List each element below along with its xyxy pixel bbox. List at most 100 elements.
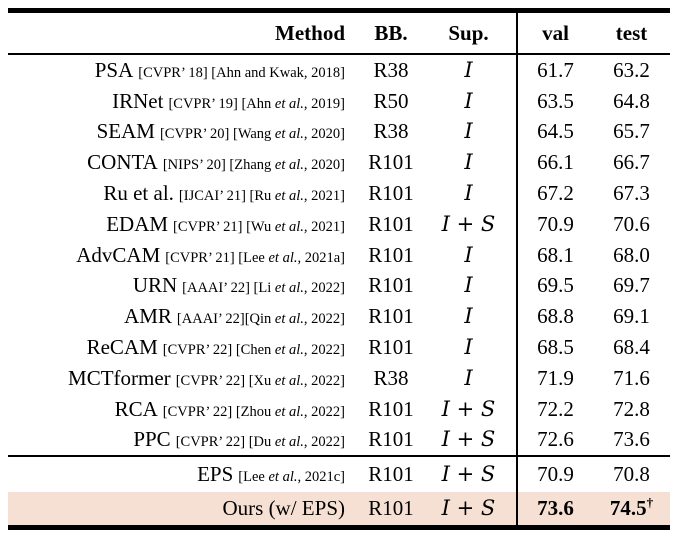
citation: [CVPR’ 21] [Lee et al., 2021a] xyxy=(165,250,345,266)
supervision-cell: I xyxy=(464,88,473,113)
test-score-cell: 70.8 xyxy=(593,455,670,493)
val-score-cell: 67.2 xyxy=(516,178,593,209)
citation-post: , 2021c] xyxy=(297,469,345,486)
method-name: URN xyxy=(132,273,178,298)
citation: [CVPR’ 22] [Du et al., 2022] xyxy=(176,434,345,450)
method-cell: EDAM [CVPR’ 21] [Wu et al., 2021] xyxy=(8,209,345,240)
method-name: SEAM xyxy=(96,119,155,144)
column-header-val: val xyxy=(516,10,593,55)
citation-pre: [CVPR’ 21] [Wu xyxy=(173,218,275,235)
citation: [IJCAI’ 21] [Ru et al., 2021] xyxy=(179,188,345,204)
table-row-mctformer: MCTformer [CVPR’ 22] [Xu et al., 2022] R3… xyxy=(8,362,670,394)
backbone-cell: R101 xyxy=(368,396,414,421)
citation-etal: et al. xyxy=(274,126,304,143)
method-cell: ReCAM [CVPR’ 22] [Chen et al., 2022] xyxy=(8,332,345,363)
method-name: IRNet xyxy=(112,88,164,113)
method-cell: Ru et al. [IJCAI’ 21] [Ru et al., 2021] xyxy=(8,178,345,209)
backbone-cell: R101 xyxy=(345,455,437,493)
citation-etal: et al. xyxy=(274,95,304,112)
backbone-cell: R50 xyxy=(373,88,409,113)
method-cell: CONTA [NIPS’ 20] [Zhang et al., 2020] xyxy=(8,147,345,178)
method-cell: EPS [Lee et al., 2021c] xyxy=(8,455,345,493)
header-row: Method BB. Sup. val test xyxy=(8,10,670,55)
method-cell: PSA [CVPR’ 18] [Ahn and Kwak, 2018] xyxy=(8,54,345,86)
table-row-conta: CONTA [NIPS’ 20] [Zhang et al., 2020] R10… xyxy=(8,147,670,179)
supervision-cell: I xyxy=(464,57,473,82)
citation: [CVPR’ 22] [Zhou et al., 2022] xyxy=(163,404,345,420)
citation-post: , 2020] xyxy=(303,126,345,143)
method-name: Ours (w/ EPS) xyxy=(222,496,345,521)
supervision-cell: I xyxy=(464,150,473,175)
citation-etal: et al. xyxy=(274,342,304,359)
method-name: AdvCAM xyxy=(76,242,161,267)
table-row-ppc: PPC [CVPR’ 22] [Du et al., 2022] R101 I +… xyxy=(8,424,670,457)
backbone-cell: R101 xyxy=(368,242,414,267)
citation: [CVPR’ 21] [Wu et al., 2021] xyxy=(173,219,345,235)
citation-post: , 2022] xyxy=(303,403,345,420)
supervision-cell: I + S xyxy=(441,427,496,452)
column-header-bb: BB. xyxy=(345,10,437,55)
test-score-cell: 70.6 xyxy=(613,211,650,236)
citation: [AAAI’ 22][Qin et al., 2022] xyxy=(177,311,345,327)
supervision-cell: I + S xyxy=(437,455,517,493)
method-cell: RCA [CVPR’ 22] [Zhou et al., 2022] xyxy=(8,394,345,425)
supervision-cell: I + S xyxy=(441,496,496,521)
backbone-cell: R101 xyxy=(368,427,414,452)
citation-pre: [AAAI’ 22][Qin xyxy=(176,311,275,328)
column-header-method: Method xyxy=(8,10,345,55)
val-score-cell: 61.7 xyxy=(516,54,593,86)
method-name: CONTA xyxy=(87,150,158,175)
citation-etal: et al. xyxy=(274,434,304,451)
citation-etal: et al. xyxy=(274,188,304,205)
val-score-cell: 72.2 xyxy=(516,393,593,425)
table-row-seam: SEAM [CVPR’ 20] [Wang et al., 2020] R38 I… xyxy=(8,116,670,148)
supervision-cell: I xyxy=(464,119,473,144)
citation-post: , 2022] xyxy=(303,311,345,328)
table-row-ours-highlighted: Ours (w/ EPS) R101 I + S 73.6 74.5† xyxy=(8,492,670,528)
backbone-cell: R101 xyxy=(368,335,414,360)
method-name: ReCAM xyxy=(86,335,158,360)
val-score-cell: 68.1 xyxy=(516,239,593,271)
table-row-ru-et-al: Ru et al. [IJCAI’ 21] [Ru et al., 2021] R… xyxy=(8,178,670,209)
supervision-cell: I xyxy=(464,242,473,267)
method-name: RCA xyxy=(114,396,158,421)
table-row-psa: PSA [CVPR’ 18] [Ahn and Kwak, 2018] R38 I… xyxy=(8,54,670,86)
test-score-cell: 72.8 xyxy=(613,396,650,421)
method-name: MCTformer xyxy=(68,365,171,390)
table-row-eps: EPS [Lee et al., 2021c] R101 I + S 70.9 7… xyxy=(8,455,670,493)
test-score-cell: 68.0 xyxy=(613,242,650,267)
table-row-recam: ReCAM [CVPR’ 22] [Chen et al., 2022] R101… xyxy=(8,332,670,363)
citation: [CVPR’ 22] [Chen et al., 2022] xyxy=(163,342,345,358)
citation-post: , 2021] xyxy=(303,188,345,205)
citation-post: , 2021a] xyxy=(297,249,345,266)
val-score-cell: 72.6 xyxy=(516,424,593,457)
citation-etal: et al. xyxy=(274,311,304,328)
val-score-cell: 64.5 xyxy=(516,116,593,148)
citation: [Lee et al., 2021c] xyxy=(238,469,345,485)
backbone-cell: R101 xyxy=(368,150,414,175)
citation-pre: [CVPR’ 22] [Zhou xyxy=(162,403,275,420)
citation-etal: et al. xyxy=(268,249,298,266)
method-name: Ru et al. xyxy=(103,181,174,206)
citation: [CVPR’ 18] [Ahn and Kwak, 2018] xyxy=(138,65,345,81)
citation-pre: [Lee xyxy=(238,469,269,486)
val-score-cell: 68.5 xyxy=(516,332,593,363)
test-score-cell: 68.4 xyxy=(613,335,650,360)
val-score-cell: 71.9 xyxy=(516,362,593,394)
supervision-cell: I + S xyxy=(441,396,496,421)
supervision-cell: I xyxy=(464,335,473,360)
test-score-cell: 67.3 xyxy=(613,181,650,206)
val-score-cell: 66.1 xyxy=(516,147,593,179)
citation-pre: [NIPS’ 20] [Zhang xyxy=(162,157,275,174)
method-cell: URN [AAAI’ 22] [Li et al., 2022] xyxy=(8,271,345,302)
test-score-cell: 74.5† xyxy=(593,492,670,528)
method-cell: MCTformer [CVPR’ 22] [Xu et al., 2022] xyxy=(8,363,345,394)
table-row-rca: RCA [CVPR’ 22] [Zhou et al., 2022] R101 I… xyxy=(8,393,670,425)
citation-pre: [IJCAI’ 21] [Ru xyxy=(178,188,275,205)
backbone-cell: R38 xyxy=(373,119,409,144)
test-value: 74.5 xyxy=(609,496,647,521)
citation-etal: et al. xyxy=(268,469,298,486)
citation-post: , 2019] xyxy=(303,95,345,112)
citation-post: , 2022] xyxy=(303,372,345,389)
citation-etal: et al. xyxy=(274,372,304,389)
